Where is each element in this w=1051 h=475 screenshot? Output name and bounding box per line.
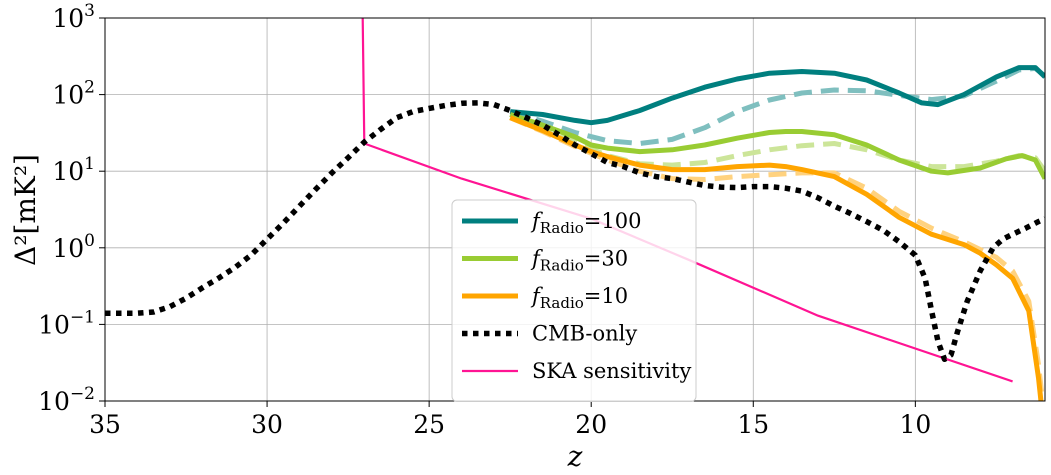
x-tick-label: 20 (575, 410, 607, 439)
series-line-f-radio-10 (509, 115, 1044, 401)
x-tick-label: 35 (89, 410, 121, 439)
plot-series (105, 18, 1045, 401)
legend-label: fRadio=30 (530, 247, 628, 275)
y-axis-label: Δ²[mK²] (9, 154, 42, 266)
legend-label: CMB-only (532, 322, 637, 346)
y-tick-label: 103 (52, 1, 95, 33)
legend-label: fRadio=100 (530, 209, 641, 237)
axis-ticks: 35 30 25 20 15 10 10−2 10−1 100 101 102 103 (38, 1, 931, 439)
y-tick-label: 102 (52, 78, 95, 110)
legend-label: fRadio=10 (530, 284, 628, 312)
series-line-f-radio-30 (509, 112, 1045, 180)
x-tick-label: 15 (737, 410, 769, 439)
y-tick-label: 101 (52, 154, 95, 186)
series-line-cmb-only (105, 100, 1045, 363)
y-tick-label: 100 (52, 231, 95, 263)
legend-label: SKA sensitivity (532, 359, 691, 383)
x-tick-label: 10 (899, 410, 931, 439)
x-axis-label: z (567, 440, 583, 473)
series-line-f-radio-100 (509, 65, 1045, 126)
x-tick-label: 30 (251, 410, 283, 439)
series-line-f-radio-100-dashed- (509, 65, 1045, 146)
legend-box (451, 199, 697, 402)
x-tick-label: 25 (413, 410, 445, 439)
y-tick-label: 10−1 (38, 307, 95, 339)
y-tick-label: 10−2 (38, 384, 95, 416)
legend: fRadio=100 fRadio=30 fRadio=10 CMB-only SKA … (451, 199, 697, 402)
